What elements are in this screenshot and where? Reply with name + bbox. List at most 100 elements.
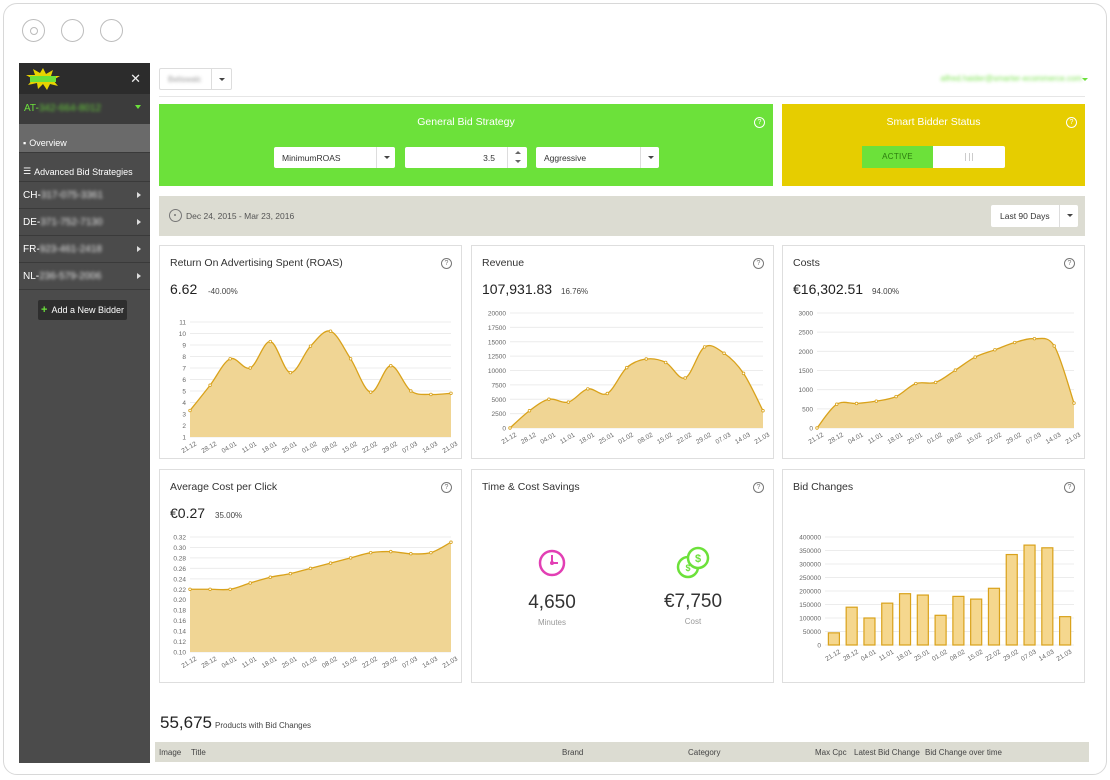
bar bbox=[934, 614, 947, 646]
window-minimize-button[interactable] bbox=[61, 19, 84, 42]
bar bbox=[1058, 616, 1072, 646]
x-tick-label: 08.02 bbox=[321, 655, 339, 669]
x-tick-label: 14.03 bbox=[1045, 431, 1063, 445]
y-tick-label: 2000 bbox=[799, 349, 814, 356]
column-header-latest-bid-change[interactable]: Latest Bid Change bbox=[854, 748, 920, 757]
x-tick-label: 08.02 bbox=[946, 431, 964, 445]
x-tick-label: 22.02 bbox=[985, 431, 1003, 445]
account-id: 317-075-3361 bbox=[40, 190, 104, 201]
card-change: 16.76% bbox=[561, 287, 589, 296]
help-icon[interactable]: ? bbox=[441, 258, 452, 269]
data-point bbox=[815, 426, 819, 430]
y-tick-label: 2500 bbox=[799, 330, 814, 337]
help-icon[interactable]: ? bbox=[753, 258, 764, 269]
x-tick-label: 21.12 bbox=[180, 440, 198, 454]
y-tick-label: 50000 bbox=[803, 629, 821, 636]
window-maximize-button[interactable] bbox=[100, 19, 123, 42]
column-header-category[interactable]: Category bbox=[688, 748, 721, 757]
x-tick-label: 25.01 bbox=[281, 440, 299, 454]
card-change: 35.00% bbox=[215, 511, 243, 520]
card-title: Time & Cost Savings bbox=[482, 481, 580, 493]
sidebar-item-nl[interactable]: NL-236-579-2006 bbox=[19, 263, 150, 290]
card-value: 107,931.83 bbox=[482, 281, 553, 297]
x-tick-label: 14.03 bbox=[421, 655, 439, 669]
mode-select[interactable]: Aggressive bbox=[536, 147, 659, 168]
card-title: Return On Advertising Spent (ROAS) bbox=[170, 257, 343, 269]
bid-value-input[interactable]: 3.5 bbox=[405, 147, 527, 168]
y-tick-label: 350000 bbox=[799, 548, 821, 555]
sidebar-item-overview[interactable]: ▪ Overview bbox=[19, 124, 150, 153]
data-point bbox=[566, 400, 571, 404]
chevron-up-icon[interactable] bbox=[515, 151, 521, 154]
revenue-chart: 0 2500 5000 7500 10000 12500 15000 17500 20000 21… bbox=[488, 311, 771, 446]
y-tick-label: 10 bbox=[179, 331, 187, 338]
close-icon[interactable]: ✕ bbox=[130, 71, 141, 86]
x-tick-label: 22.02 bbox=[361, 655, 379, 669]
help-icon[interactable]: ? bbox=[753, 482, 764, 493]
card-value: €16,302.51 bbox=[793, 281, 864, 297]
help-icon[interactable]: ? bbox=[754, 117, 765, 128]
country-code: NL- bbox=[23, 271, 40, 282]
coins-icon: $ $ bbox=[676, 546, 710, 579]
data-point bbox=[914, 381, 918, 386]
chevron-down-icon[interactable] bbox=[515, 160, 521, 163]
column-header-max-cpc[interactable]: Max Cpc bbox=[815, 748, 847, 757]
sidebar-item-advanced[interactable]: ☰ Advanced Bid Strategies bbox=[19, 153, 150, 182]
column-header-title[interactable]: Title bbox=[191, 748, 206, 757]
sidebar-item-fr[interactable]: FR-923-461-2418 bbox=[19, 236, 150, 263]
x-tick-label: 21.03 bbox=[1064, 431, 1082, 445]
bid-stepper[interactable] bbox=[507, 147, 527, 168]
x-tick-label: 29.02 bbox=[381, 655, 399, 669]
toggle-handle-icon[interactable] bbox=[965, 153, 973, 161]
chevron-down-icon[interactable] bbox=[1082, 78, 1088, 81]
x-tick-label: 28.12 bbox=[201, 655, 219, 669]
data-point bbox=[308, 566, 313, 571]
y-tick-label: 0.18 bbox=[173, 608, 186, 615]
data-point bbox=[722, 351, 726, 355]
bid-changes-card: 0 50000 100000 150000 200000 250000 300000 3500… bbox=[782, 469, 1085, 683]
data-point bbox=[761, 409, 765, 413]
costs-card: 0 500 1000 1500 2000 2500 3000 21.12 28.12 04.01 1… bbox=[782, 245, 1085, 459]
clock-icon bbox=[538, 549, 566, 577]
y-tick-label: 8 bbox=[182, 354, 186, 361]
y-tick-label: 12500 bbox=[488, 354, 506, 361]
account-id: 342-664-8012 bbox=[38, 103, 102, 114]
sidebar-account[interactable]: AT-342-664-8012 bbox=[19, 94, 150, 124]
user-menu[interactable]: alfred.haider@smarter-ecommerce.com bbox=[940, 74, 1083, 83]
column-header-bid-change-over-time[interactable]: Bid Change over time bbox=[925, 748, 1002, 757]
workspace-value: Beliswalc bbox=[168, 75, 202, 84]
data-point bbox=[429, 392, 433, 397]
help-icon[interactable]: ? bbox=[441, 482, 452, 493]
bar bbox=[1005, 553, 1018, 646]
add-bidder-button[interactable]: + Add a New Bidder bbox=[38, 300, 127, 320]
help-icon[interactable]: ? bbox=[1064, 258, 1075, 269]
bar bbox=[863, 617, 876, 646]
y-tick-label: 1000 bbox=[799, 387, 814, 394]
x-tick-label: 18.01 bbox=[578, 431, 596, 445]
toggle-active-label: ACTIVE bbox=[862, 146, 933, 168]
cpc-chart: 0.10 0.12 0.14 0.16 0.18 0.20 0.22 0.24 0.26 0.28… bbox=[173, 535, 459, 670]
help-icon[interactable]: ? bbox=[1066, 117, 1077, 128]
workspace-select[interactable]: Beliswalc bbox=[159, 68, 232, 90]
sidebar-item-de[interactable]: DE-371-752-7130 bbox=[19, 209, 150, 236]
series-area bbox=[510, 345, 763, 428]
account-id: 923-461-2418 bbox=[39, 244, 102, 255]
window-close-button[interactable] bbox=[22, 19, 45, 42]
series-area bbox=[817, 338, 1074, 428]
date-range[interactable]: Dec 24, 2015 - Mar 23, 2016 bbox=[186, 211, 295, 221]
period-select[interactable]: Last 90 Days bbox=[991, 205, 1078, 227]
revenue-card: 0 2500 5000 7500 10000 12500 15000 17500 20000 21… bbox=[471, 245, 774, 459]
sidebar-item-ch[interactable]: CH-317-075-3361 bbox=[19, 182, 150, 209]
help-icon[interactable]: ? bbox=[1064, 482, 1075, 493]
target-icon[interactable] bbox=[169, 209, 182, 222]
column-header-brand[interactable]: Brand bbox=[562, 748, 584, 757]
series-area bbox=[190, 330, 451, 437]
y-tick-label: 250000 bbox=[799, 575, 821, 582]
roas-card: 1 2 3 4 5 6 7 8 9 10 11 21.12 28.12 04.01 11.01 18.01 25… bbox=[159, 245, 462, 459]
column-header-image[interactable]: Image bbox=[159, 748, 182, 757]
y-tick-label: 0 bbox=[502, 426, 506, 433]
y-tick-label: 200000 bbox=[799, 589, 821, 596]
strategy-select[interactable]: MinimumROAS bbox=[274, 147, 395, 168]
status-toggle[interactable]: ACTIVE bbox=[862, 146, 1005, 168]
period-value: Last 90 Days bbox=[1000, 211, 1050, 221]
